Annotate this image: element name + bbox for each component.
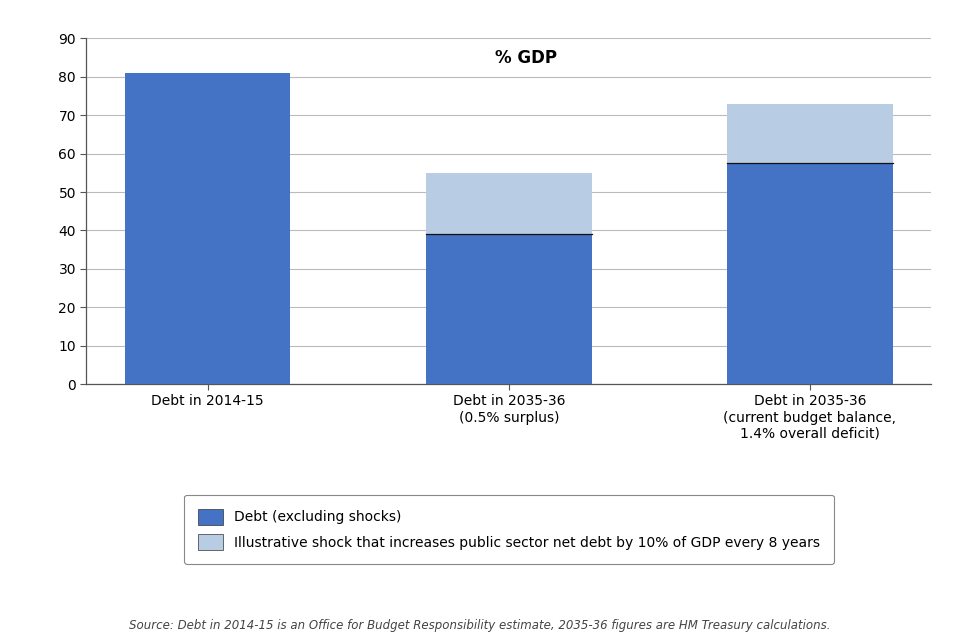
Bar xyxy=(426,234,591,384)
Bar xyxy=(125,73,291,384)
Text: Source: Debt in 2014-15 is an Office for Budget Responsibility estimate, 2035-36: Source: Debt in 2014-15 is an Office for… xyxy=(130,620,830,632)
Bar xyxy=(727,163,893,384)
Text: % GDP: % GDP xyxy=(494,49,557,67)
Legend: Debt (excluding shocks), Illustrative shock that increases public sector net deb: Debt (excluding shocks), Illustrative sh… xyxy=(184,495,833,564)
Bar xyxy=(727,104,893,163)
Bar xyxy=(426,173,591,234)
